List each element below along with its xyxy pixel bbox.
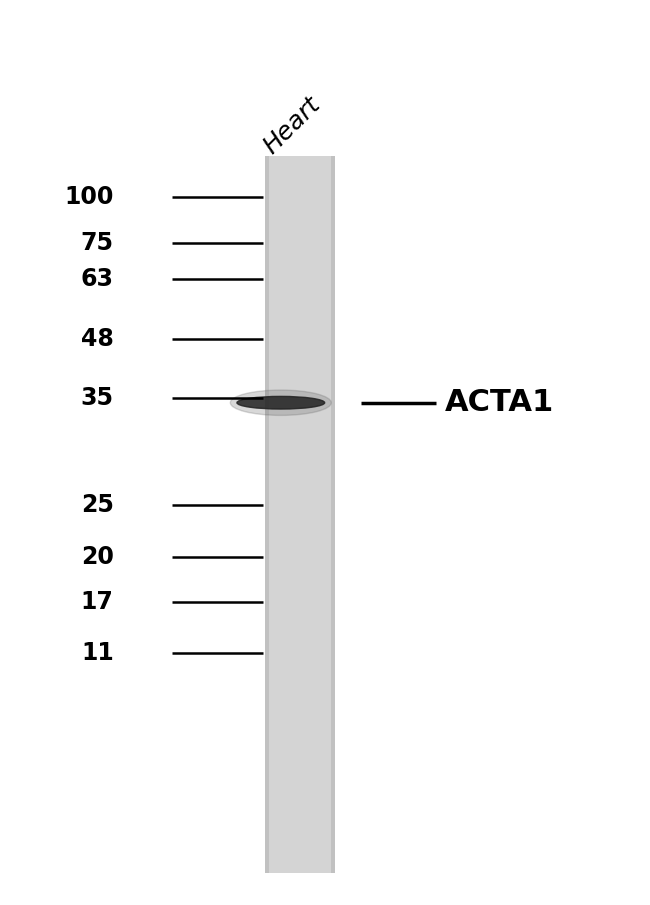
Bar [265,156,269,873]
Text: 11: 11 [81,642,114,665]
Bar [332,156,335,873]
Ellipse shape [237,396,325,409]
Bar [265,156,335,873]
Text: 35: 35 [81,386,114,410]
Text: 75: 75 [81,231,114,254]
Text: 25: 25 [81,493,114,517]
Text: 100: 100 [64,186,114,209]
Text: Heart: Heart [259,92,325,158]
Text: 17: 17 [81,590,114,614]
Text: 20: 20 [81,545,114,568]
Text: ACTA1: ACTA1 [445,388,554,417]
Text: 63: 63 [81,267,114,291]
Text: 48: 48 [81,328,114,351]
Ellipse shape [230,390,332,415]
